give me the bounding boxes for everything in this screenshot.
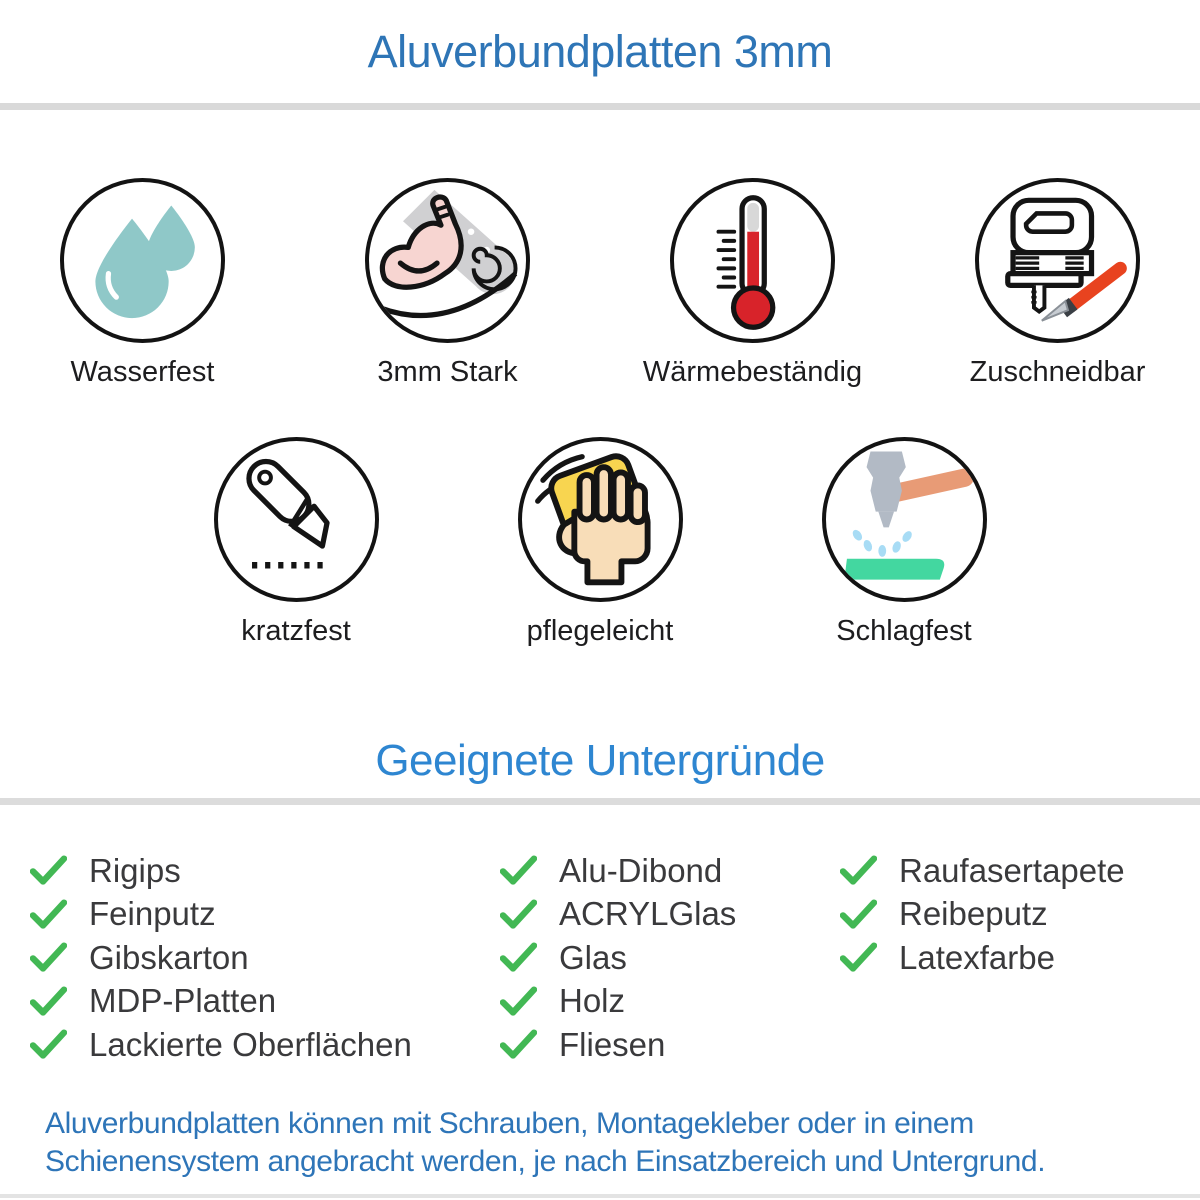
substrate-item: Raufasertapete (840, 849, 1200, 893)
substrate-item: Gibskarton (30, 936, 500, 980)
substrate-label: MDP-Platten (89, 982, 277, 1020)
substrate-label: Lackierte Oberflächen (89, 1025, 412, 1063)
check-icon (500, 1029, 537, 1059)
check-icon (30, 1029, 67, 1059)
check-icon (840, 899, 877, 929)
substrates-list: Rigips Feinputz Gibskarton MDP-Platten L… (0, 849, 1200, 1067)
substrate-label: Gibskarton (89, 938, 249, 976)
substrate-label: Holz (559, 982, 626, 1020)
check-icon (840, 942, 877, 972)
check-icon (30, 986, 67, 1016)
substrate-label: ACRYLGlas (559, 895, 737, 933)
feature-label: kratzfest (241, 615, 351, 647)
water-drops-icon (95, 205, 195, 319)
hammer-icon (844, 451, 974, 580)
page-title: Aluverbundplatten 3mm (367, 26, 833, 77)
substrate-item: Reibeputz (840, 893, 1200, 937)
feature-zuschneidbar: Zuschneidbar (943, 178, 1173, 389)
feature-label: Wärmebeständig (642, 356, 863, 388)
jigsaw-icon (1005, 197, 1127, 322)
substrate-label: Fliesen (559, 1025, 666, 1063)
check-icon (30, 855, 67, 885)
utility-knife-icon (245, 458, 330, 569)
feature-label: Schlagfest (836, 615, 972, 647)
bottom-divider (0, 1194, 1200, 1198)
substrate-label: Latexfarbe (899, 938, 1055, 976)
check-icon (30, 942, 67, 972)
feature-pflegeleicht: pflegeleicht (485, 437, 715, 648)
substrate-label: Feinputz (89, 895, 216, 933)
check-icon (500, 899, 537, 929)
top-divider (0, 103, 1200, 110)
substrate-column-2: Alu-Dibond ACRYLGlas Glas Holz Fliesen (500, 849, 840, 1067)
feature-label: Wasserfest (70, 356, 215, 388)
substrate-item: Feinputz (30, 893, 500, 937)
substrate-item: Latexfarbe (840, 936, 1200, 980)
substrate-label: Rigips (89, 851, 181, 889)
feature-circle (365, 178, 530, 343)
thermometer-icon (716, 195, 776, 330)
substrate-column-1: Rigips Feinputz Gibskarton MDP-Platten L… (30, 849, 500, 1067)
features-row-1: Wasserfest 3mm Stark (0, 178, 1200, 389)
feature-circle (975, 178, 1140, 343)
check-icon (500, 855, 537, 885)
footer-note: Aluverbundplatten können mit Schrauben, … (45, 1106, 1046, 1178)
substrate-label: Glas (559, 938, 627, 976)
substrate-item: Alu-Dibond (500, 849, 840, 893)
substrate-label: Reibeputz (899, 895, 1048, 933)
substrate-column-3: Raufasertapete Reibeputz Latexfarbe (840, 849, 1200, 1067)
check-icon (500, 986, 537, 1016)
feature-circle (821, 437, 987, 602)
muscle-arm-icon (378, 189, 518, 319)
section-title-untergruende: Geeignete Untergründe (375, 736, 825, 785)
feature-label: 3mm Stark (377, 356, 518, 388)
check-icon (500, 942, 537, 972)
substrate-item: Holz (500, 980, 840, 1024)
hand-cloth-icon (534, 453, 651, 586)
feature-circle (670, 178, 835, 343)
feature-circle (60, 178, 225, 343)
substrate-label: Raufasertapete (899, 851, 1125, 889)
features-row-2: kratzfest pflegeleicht (0, 437, 1200, 648)
substrate-item: Fliesen (500, 1023, 840, 1067)
feature-label: pflegeleicht (526, 615, 674, 647)
substrate-item: Rigips (30, 849, 500, 893)
mid-divider (0, 798, 1200, 805)
feature-label: Zuschneidbar (969, 356, 1146, 388)
check-icon (30, 899, 67, 929)
check-icon (840, 855, 877, 885)
substrate-label: Alu-Dibond (559, 851, 723, 889)
substrate-item: Glas (500, 936, 840, 980)
feature-circle (517, 437, 683, 602)
feature-circle (213, 437, 379, 602)
feature-kratzfest: kratzfest (181, 437, 411, 648)
feature-wasserfest: Wasserfest (28, 178, 258, 389)
feature-3mm-stark: 3mm Stark (333, 178, 563, 389)
substrate-item: Lackierte Oberflächen (30, 1023, 500, 1067)
substrate-item: ACRYLGlas (500, 893, 840, 937)
substrate-item: MDP-Platten (30, 980, 500, 1024)
feature-waermebestaendig: Wärmebeständig (638, 178, 868, 389)
feature-schlagfest: Schlagfest (789, 437, 1019, 648)
